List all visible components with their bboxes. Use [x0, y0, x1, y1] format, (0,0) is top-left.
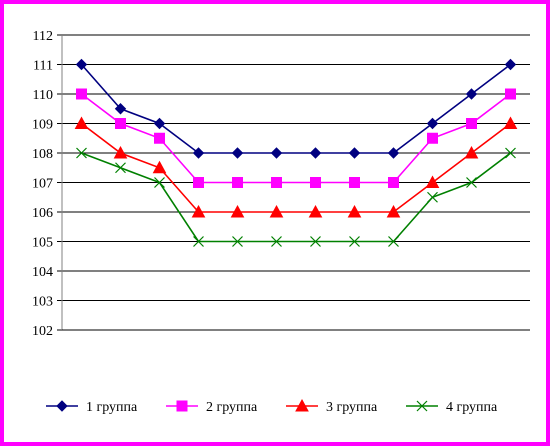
data-point-series-4 [232, 236, 243, 247]
x-marker-stroke [271, 236, 282, 247]
series-line-2 [81, 93, 511, 184]
data-point-series-4 [76, 147, 87, 159]
data-point-series-3 [347, 204, 362, 218]
y-tick-label: 110 [33, 88, 53, 103]
data-point-series-1 [270, 147, 283, 159]
y-tick-label: 112 [33, 29, 53, 44]
data-point-series-1 [504, 58, 517, 71]
data-point-series-1 [114, 103, 127, 115]
legend-marker [176, 400, 188, 412]
legend-marker [416, 400, 428, 412]
data-point-series-2 [271, 177, 282, 188]
data-point-series-1 [426, 117, 439, 130]
data-point-series-2 [193, 177, 204, 188]
data-point-series-3 [113, 145, 128, 159]
legend-marker [295, 398, 309, 412]
data-point-series-2 [154, 132, 165, 144]
data-point-series-2 [427, 132, 438, 144]
legend-entry-4: 4 группа [406, 400, 498, 415]
data-point-series-3 [386, 204, 401, 218]
x-marker-stroke [427, 191, 438, 203]
legend-marker [56, 400, 68, 412]
data-point-series-1 [387, 147, 400, 159]
data-point-series-4 [427, 191, 438, 203]
data-point-series-2 [466, 118, 477, 129]
data-point-series-3 [74, 116, 89, 129]
data-point-series-3 [464, 145, 479, 159]
y-tick-label: 109 [32, 118, 53, 133]
legend-entry-3: 3 группа [286, 398, 378, 415]
x-marker-stroke [310, 236, 321, 247]
data-point-series-2 [388, 177, 399, 188]
legend-label: 4 группа [446, 400, 498, 415]
data-point-series-1 [465, 88, 478, 100]
data-point-series-2 [232, 177, 243, 188]
data-point-series-4 [193, 236, 204, 247]
data-point-series-4 [271, 236, 282, 247]
x-marker-stroke [154, 177, 165, 188]
x-marker-stroke [193, 236, 204, 247]
data-point-series-3 [425, 175, 440, 188]
data-point-series-3 [269, 204, 284, 218]
data-point-series-4 [154, 177, 165, 188]
data-point-series-3 [230, 204, 245, 218]
data-point-series-2 [76, 88, 87, 100]
y-tick-label: 103 [32, 295, 53, 310]
x-marker-stroke [349, 236, 360, 247]
x-marker-stroke [505, 147, 516, 159]
data-point-series-2 [349, 177, 360, 188]
data-point-series-4 [466, 177, 477, 188]
data-point-series-1 [192, 147, 205, 159]
y-tick-label: 107 [32, 177, 53, 192]
series-line-3 [81, 122, 511, 213]
x-marker-stroke [232, 236, 243, 247]
legend-label: 2 группа [206, 400, 258, 415]
data-point-series-1 [309, 147, 322, 159]
x-marker-stroke [388, 236, 399, 247]
data-point-series-4 [349, 236, 360, 247]
series-line-4 [81, 152, 511, 243]
x-marker-stroke [416, 400, 428, 412]
x-marker-stroke [115, 162, 126, 174]
data-point-series-3 [191, 204, 206, 218]
legend-entry-2: 2 группа [166, 400, 258, 415]
series-line-1 [80, 63, 511, 154]
y-tick-label: 108 [32, 147, 53, 162]
legend-label: 1 группа [86, 400, 138, 415]
data-point-series-4 [310, 236, 321, 247]
y-tick-label: 105 [32, 236, 53, 251]
series-lines [80, 63, 511, 243]
legend-label: 3 группа [326, 400, 378, 415]
data-point-series-3 [308, 204, 323, 218]
axes: 102 103 104 105 106 107 108 109 110 111 112 [32, 29, 530, 339]
data-point-series-3 [503, 116, 518, 129]
data-point-series-2 [505, 88, 516, 100]
data-point-series-1 [153, 117, 166, 130]
legend-entry-1: 1 группа [46, 400, 138, 415]
x-marker-stroke [76, 147, 87, 159]
data-point-series-2 [310, 177, 321, 188]
x-marker-stroke [466, 177, 477, 188]
y-tick-label: 104 [32, 265, 53, 280]
data-point-series-1 [75, 58, 88, 71]
y-tick-label: 102 [32, 324, 53, 339]
data-point-series-4 [505, 147, 516, 159]
data-point-series-2 [115, 118, 126, 129]
data-markers [74, 58, 518, 247]
data-point-series-4 [388, 236, 399, 247]
data-point-series-1 [231, 147, 244, 159]
data-point-series-4 [115, 162, 126, 174]
gridlines [62, 34, 530, 301]
y-tick-label: 106 [32, 206, 53, 221]
y-tick-label: 111 [33, 59, 53, 74]
data-point-series-3 [152, 160, 167, 174]
data-point-series-1 [348, 147, 361, 159]
line-chart: 102 103 104 105 106 107 108 109 110 111 112 1 груп… [32, 29, 530, 415]
legend: 1 группа 2 группа 3 группа 4 группа [46, 398, 498, 415]
